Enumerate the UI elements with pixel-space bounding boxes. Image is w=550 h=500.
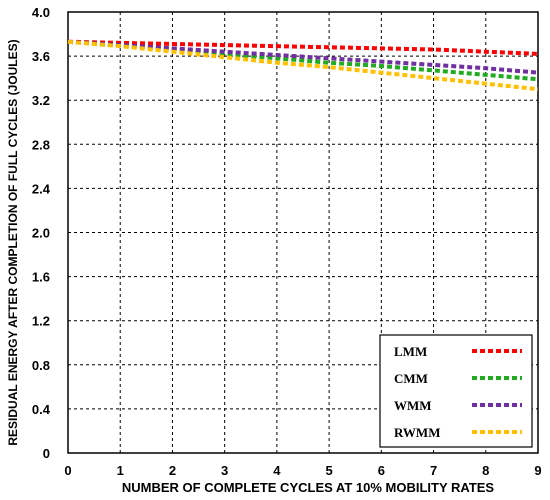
x-tick-label: 8 [482,463,489,478]
x-tick-label: 9 [534,463,541,478]
series-line-rwmm [67,39,539,92]
series-lines [67,39,539,92]
y-tick-label: 2.4 [32,181,51,196]
y-tick-label: 3.6 [32,49,50,64]
x-tick-label: 6 [378,463,385,478]
y-tick-label: 1.2 [32,314,50,329]
y-tick-label: 0.8 [32,358,50,373]
x-tick-label: 2 [169,463,176,478]
x-tick-label: 5 [325,463,332,478]
x-axis-label: NUMBER OF COMPLETE CYCLES AT 10% MOBILIT… [122,480,495,495]
x-tick-label: 1 [117,463,124,478]
legend-box [379,334,533,448]
legend-label-wmm: WMM [394,398,432,413]
series-line-wmm [67,39,539,75]
legend-label-lmm: LMM [394,344,427,359]
legend: LMM CMM WMM RWMM [379,334,533,448]
legend-label-rwmm: RWMM [394,425,440,440]
x-axis-tick-labels: 0 1 2 3 4 5 6 7 8 9 [64,463,541,478]
y-axis-tick-labels: 0 0.4 0.8 1.2 1.6 2.0 2.4 2.8 3.2 3.6 4.0 [32,5,51,461]
series-line-cmm [67,39,539,82]
series-line-lmm [67,39,539,56]
x-tick-label: 7 [430,463,437,478]
y-tick-label: 2.8 [32,137,50,152]
y-tick-label: 3.2 [32,93,50,108]
plot-frame [67,11,539,454]
x-tick-label: 0 [64,463,71,478]
y-tick-label: 4.0 [32,5,50,20]
y-tick-label: 1.6 [32,270,50,285]
y-tick-label: 0.4 [32,402,51,417]
x-tick-label: 4 [273,463,281,478]
legend-label-cmm: CMM [394,371,428,386]
x-tick-label: 3 [221,463,228,478]
y-tick-label: 2.0 [32,226,50,241]
y-tick-label: 0 [43,446,50,461]
y-axis-label: RESIDUAL ENERGY AFTER COMPLETION OF FULL… [6,39,20,445]
